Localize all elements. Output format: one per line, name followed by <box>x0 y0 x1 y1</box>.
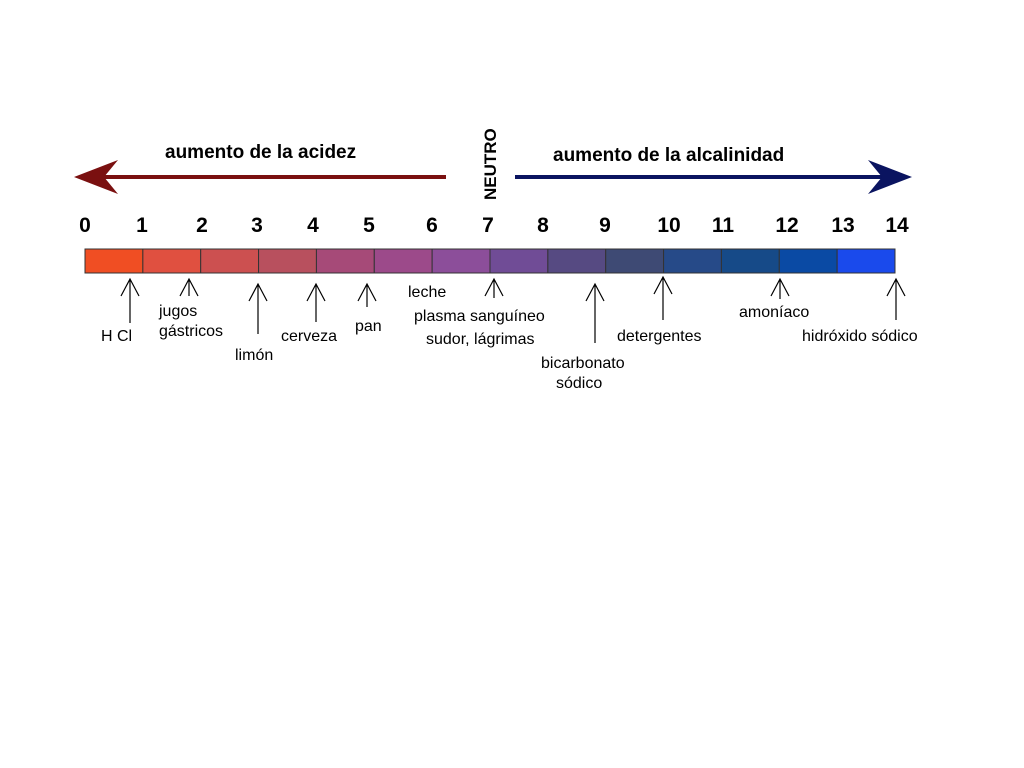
arrow-amoniaco <box>770 277 790 299</box>
arrow-jugos <box>179 277 199 297</box>
arrow-bicarbonato <box>585 282 605 343</box>
ph-number-6: 6 <box>426 214 438 237</box>
ph-number-14: 14 <box>885 214 909 237</box>
ph-segment-8 <box>547 248 607 274</box>
arrow-hidroxido <box>886 277 906 320</box>
ph-number-5: 5 <box>363 214 375 237</box>
arrow-cerveza <box>306 282 326 322</box>
ph-number-12: 12 <box>775 214 798 237</box>
arrow-plasma <box>484 277 504 298</box>
alkalinity-arrow <box>515 160 912 194</box>
ph-number-1: 1 <box>136 214 148 237</box>
arrow-pan <box>357 282 377 307</box>
arrow-hcl <box>120 277 140 323</box>
label-cerveza: cerveza <box>281 328 337 345</box>
ph-color-bar <box>84 248 896 274</box>
ph-number-11: 11 <box>712 214 735 237</box>
ph-segment-2 <box>200 248 260 274</box>
label-plasma: plasma sanguíneo <box>414 308 545 325</box>
substance-arrows <box>120 275 906 343</box>
ph-number-4: 4 <box>307 214 319 237</box>
substance-labels: H Cl jugos gástricos limón cerveza pan l… <box>101 284 918 392</box>
label-bicarbonato: bicarbonato <box>541 355 625 372</box>
ph-segment-5 <box>373 248 433 274</box>
arrow-detergentes <box>653 275 673 320</box>
ph-segment-13 <box>836 248 896 274</box>
label-jugos: jugos <box>158 303 197 320</box>
ph-number-8: 8 <box>537 214 549 237</box>
ph-segment-10 <box>663 248 722 274</box>
ph-segment-0 <box>84 248 144 274</box>
acidity-label: aumento de la acidez <box>165 142 356 163</box>
label-sodico: sódico <box>556 375 602 392</box>
ph-number-7: 7 <box>482 214 494 237</box>
ph-number-2: 2 <box>196 214 208 237</box>
ph-number-0: 0 <box>79 214 91 237</box>
acidity-arrowhead <box>74 160 118 194</box>
label-amoniaco: amoníaco <box>739 304 809 321</box>
ph-number-9: 9 <box>599 214 611 237</box>
ph-segment-1 <box>142 248 202 274</box>
label-limon: limón <box>235 347 273 364</box>
ph-segment-9 <box>605 248 665 274</box>
ph-segment-11 <box>720 248 780 274</box>
acidity-arrow <box>74 160 446 194</box>
label-sudor: sudor, lágrimas <box>426 331 535 348</box>
ph-numbers: 0 1 2 3 4 5 6 7 8 9 10 11 12 13 14 <box>79 214 909 237</box>
alkalinity-label: aumento de la alcalinidad <box>553 145 784 166</box>
label-gastricos: gástricos <box>159 323 223 340</box>
label-hcl: H Cl <box>101 328 132 345</box>
label-leche: leche <box>408 284 446 301</box>
arrow-limon <box>248 282 268 334</box>
ph-number-13: 13 <box>831 214 854 237</box>
neutral-label: NEUTRO <box>481 128 500 200</box>
ph-segment-12 <box>778 248 838 274</box>
label-hidroxido: hidróxido sódico <box>802 328 918 345</box>
ph-number-10: 10 <box>657 214 680 237</box>
ph-segment-4 <box>315 248 375 274</box>
alkalinity-arrowhead <box>868 160 912 194</box>
label-detergentes: detergentes <box>617 328 702 345</box>
ph-segment-6 <box>431 248 491 274</box>
ph-segment-7 <box>489 248 549 274</box>
label-pan: pan <box>355 318 382 335</box>
ph-number-3: 3 <box>251 214 263 237</box>
ph-segment-3 <box>258 248 317 274</box>
